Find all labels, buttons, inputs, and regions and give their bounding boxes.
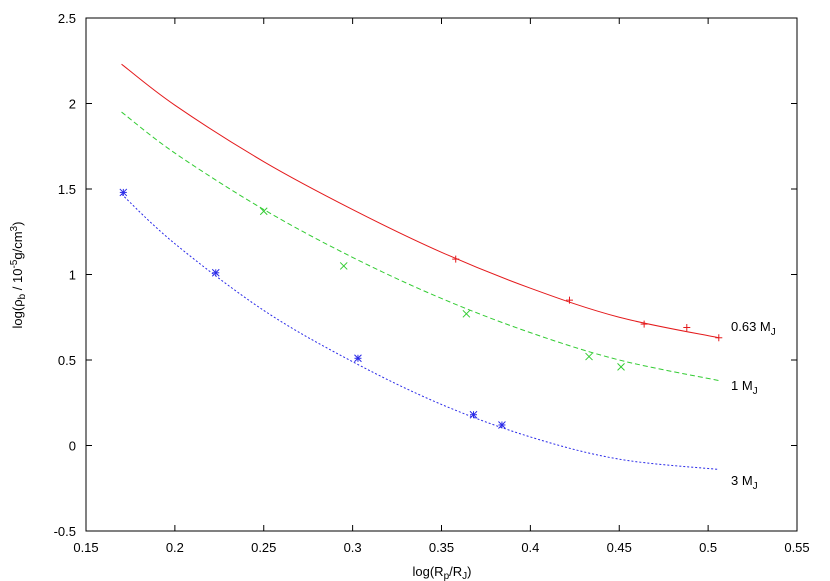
y-tick-label: 2 xyxy=(69,97,76,112)
data-point xyxy=(462,309,471,318)
series-label-3mj: 3 MJ xyxy=(731,473,758,492)
tick-labels: 0.15 0.2 0.25 0.3 0.35 0.4 0.45 0.5 0.55 -0.5 0 0.5… xyxy=(54,11,810,555)
data-point xyxy=(452,255,460,263)
series-line xyxy=(121,63,719,339)
data-point xyxy=(354,354,362,363)
data-point-stroke xyxy=(211,268,220,277)
axis-ticks xyxy=(85,17,798,532)
data-point xyxy=(617,362,625,371)
y-tick-label: 0 xyxy=(69,439,76,454)
y-tick-label: 0.5 xyxy=(58,353,76,368)
data-point xyxy=(585,352,593,361)
plot-frame xyxy=(85,17,798,532)
x-tick-label: 0.4 xyxy=(521,540,539,555)
series-layer xyxy=(119,63,723,470)
data-point-stroke xyxy=(585,352,593,361)
x-tick-label: 0.5 xyxy=(699,540,717,555)
y-axis-label: log(ρb / 10-5g/cm3) xyxy=(9,222,28,329)
data-point xyxy=(683,324,691,332)
x-axis-label: log(Rp/RJ) xyxy=(413,564,472,581)
y-tick-label: 1.5 xyxy=(58,182,76,197)
series-label-1mj: 1 MJ xyxy=(731,378,758,397)
data-point-stroke xyxy=(469,410,478,419)
series-line xyxy=(121,193,719,470)
data-point xyxy=(339,262,348,270)
series-label-0-63mj: 0.63 MJ xyxy=(731,319,776,338)
data-point-stroke xyxy=(339,262,348,270)
y-tick-label: 1 xyxy=(69,268,76,283)
data-point xyxy=(565,296,573,304)
data-point-stroke xyxy=(259,207,268,216)
data-point xyxy=(640,320,648,328)
x-tick-label: 0.55 xyxy=(784,540,809,555)
series-1 xyxy=(121,111,719,382)
series-line xyxy=(121,111,719,382)
y-tick-label: -0.5 xyxy=(54,524,76,539)
data-point xyxy=(498,421,506,429)
data-point-stroke xyxy=(119,188,128,197)
data-point xyxy=(119,188,128,197)
data-point-stroke xyxy=(617,362,625,371)
y-tick-label: 2.5 xyxy=(58,11,76,26)
x-tick-label: 0.45 xyxy=(607,540,632,555)
data-point-stroke xyxy=(498,421,506,429)
data-point xyxy=(259,207,268,216)
series-2 xyxy=(119,188,719,470)
x-tick-label: 0.2 xyxy=(166,540,184,555)
data-point-stroke xyxy=(354,354,362,363)
data-point xyxy=(715,334,723,342)
series-0 xyxy=(121,63,723,342)
x-tick-label: 0.35 xyxy=(429,540,454,555)
data-point xyxy=(211,268,220,277)
data-point xyxy=(469,410,478,419)
x-tick-label: 0.25 xyxy=(251,540,276,555)
x-tick-label: 0.3 xyxy=(344,540,362,555)
x-tick-label: 0.15 xyxy=(73,540,98,555)
data-point-stroke xyxy=(462,309,471,318)
